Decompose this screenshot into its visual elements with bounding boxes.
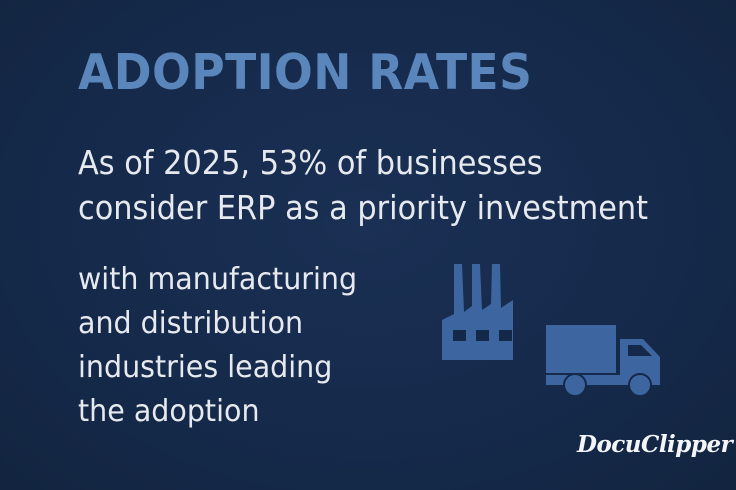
truck-icon [546, 325, 660, 397]
docuclipper-logo: DocuClipper [577, 431, 733, 458]
factory-icon [442, 264, 513, 360]
subtext-line-2: and distribution [78, 306, 304, 341]
headline-line-2: consider ERP as a priority investment [78, 188, 649, 227]
subtext-line-4: the adoption [78, 394, 260, 429]
headline-stat: As of 2025, 53% of businesses consider E… [78, 140, 648, 230]
page-title: ADOPTION RATES [78, 44, 533, 101]
subtext-line-1: with manufacturing [78, 262, 358, 297]
industry-subtext: with manufacturing and distribution indu… [78, 258, 357, 434]
subtext-line-3: industries leading [78, 350, 333, 385]
headline-line-1: As of 2025, 53% of businesses [78, 143, 543, 182]
